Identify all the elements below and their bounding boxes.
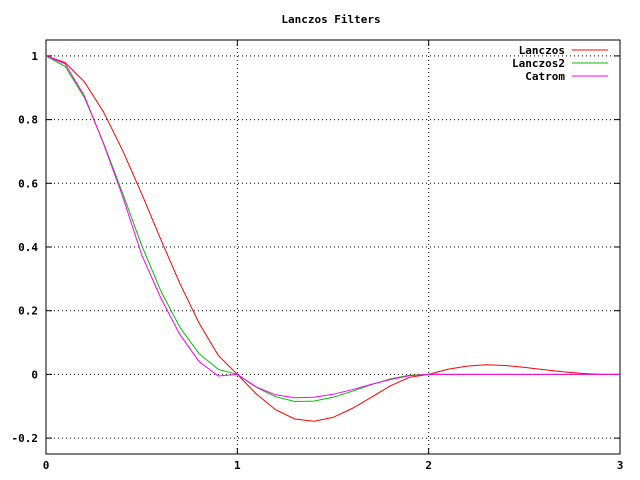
x-tick-label: 1 bbox=[234, 459, 241, 472]
y-tick-label: 0.8 bbox=[18, 114, 38, 127]
x-tick-label: 3 bbox=[617, 459, 624, 472]
x-tick-label: 2 bbox=[425, 459, 432, 472]
plot-frame bbox=[45, 39, 621, 455]
series-line-lanczos2 bbox=[45, 55, 620, 403]
legend-label: Catrom bbox=[525, 70, 565, 83]
y-tick-label: 0.6 bbox=[18, 177, 38, 190]
grid-lines bbox=[46, 40, 620, 454]
legend-label: Lanczos2 bbox=[512, 57, 565, 70]
series-lines bbox=[45, 55, 620, 422]
y-tick-label: -0.2 bbox=[12, 432, 39, 445]
axis-ticks: 0 1 2 3 -0.2 0 0.2 0.4 0.6 0.8 1 bbox=[12, 40, 624, 472]
legend-label: Lanczos bbox=[519, 44, 565, 57]
y-tick-label: 0.4 bbox=[18, 241, 38, 254]
y-tick-label: 0.2 bbox=[18, 305, 38, 318]
y-tick-label: 0 bbox=[31, 368, 38, 381]
x-tick-label: 0 bbox=[43, 459, 50, 472]
chart-title: Lanczos Filters bbox=[281, 13, 380, 26]
series-line-catrom bbox=[45, 55, 620, 399]
y-tick-label: 1 bbox=[31, 50, 38, 63]
series-line-lanczos bbox=[45, 55, 620, 422]
